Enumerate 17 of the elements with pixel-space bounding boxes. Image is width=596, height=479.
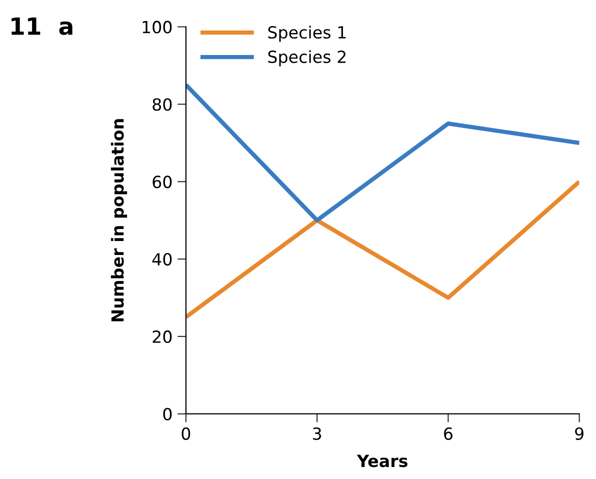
- y-tick-label: 100: [142, 20, 172, 34]
- legend-label: Species 2: [268, 50, 346, 66]
- x-tick-label: 3: [313, 427, 322, 440]
- y-tick-label: 20: [152, 330, 172, 344]
- y-tick-label: 60: [152, 176, 172, 188]
- x-axis-title: Years: [356, 454, 408, 468]
- x-tick-label: 9: [575, 427, 584, 440]
- x-tick-label: 6: [444, 427, 452, 440]
- x-tick-label: 0: [182, 427, 190, 440]
- y-axis-title: Number in population: [110, 119, 128, 322]
- y-tick-label: 0: [163, 408, 172, 420]
- legend-label: Species 1: [268, 26, 346, 42]
- text: 11 a: [12, 17, 72, 36]
- line-series: [186, 180, 580, 320]
- line-series: [186, 82, 580, 222]
- y-tick-label: 40: [152, 253, 172, 266]
- y-tick-label: 80: [152, 98, 172, 111]
